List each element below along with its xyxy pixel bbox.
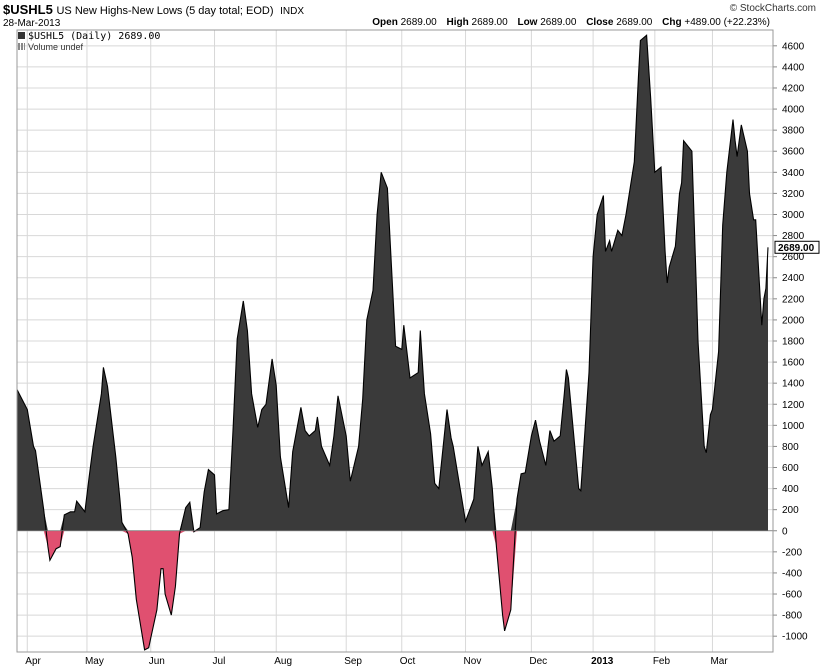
y-tick-label: 4200 — [782, 83, 805, 94]
area-swatch-icon — [18, 32, 25, 39]
ohlc-high: High 2689.00 — [446, 17, 508, 28]
series-legend: $USHL5 (Daily) 2689.00 — [18, 31, 160, 42]
y-tick-label: 2000 — [782, 315, 805, 326]
y-tick-label: -200 — [782, 547, 802, 558]
y-tick-label: 2200 — [782, 294, 805, 305]
y-tick-label: 1000 — [782, 421, 805, 432]
brand-credit: © StockCharts.com — [729, 3, 816, 14]
ohlc-close: Close 2689.00 — [586, 17, 653, 28]
ohlc-low: Low 2689.00 — [517, 17, 577, 28]
y-tick-label: 4400 — [782, 62, 805, 73]
y-tick-label: 3200 — [782, 189, 805, 200]
y-tick-label: 1800 — [782, 337, 805, 348]
series-line — [16, 34, 769, 651]
x-tick-label: Jul — [213, 656, 226, 667]
chart-title: $USHL5 US New Highs-New Lows (5 day tota… — [3, 2, 304, 17]
x-tick-label: Mar — [710, 656, 728, 667]
volume-legend: Volume undef — [18, 42, 83, 52]
y-tick-label: -600 — [782, 590, 802, 601]
y-tick-label: 200 — [782, 505, 799, 516]
y-tick-label: -1000 — [782, 632, 808, 643]
y-tick-label: 0 — [782, 526, 788, 537]
negative-area — [17, 530, 768, 650]
x-tick-label: Jun — [149, 656, 165, 667]
y-tick-label: 600 — [782, 463, 799, 474]
last-value-label: 2689.00 — [778, 243, 815, 254]
x-tick-label: May — [85, 656, 104, 667]
y-tick-label: 4000 — [782, 105, 805, 116]
positive-area — [17, 35, 768, 531]
y-tick-label: -800 — [782, 611, 802, 622]
y-tick-label: 3800 — [782, 126, 805, 137]
y-tick-label: 1600 — [782, 358, 805, 369]
y-tick-label: 2800 — [782, 231, 805, 242]
y-tick-label: 4600 — [782, 41, 805, 52]
chart-date: 28-Mar-2013 — [3, 18, 61, 29]
x-tick-label: Oct — [400, 656, 416, 667]
y-tick-label: 400 — [782, 484, 799, 495]
x-tick-label: Sep — [344, 656, 362, 667]
volume-bars-icon — [18, 43, 25, 50]
plot-border — [16, 29, 774, 653]
y-tick-label: 2600 — [782, 252, 805, 263]
y-tick-label: -400 — [782, 568, 802, 579]
x-tick-label: Dec — [529, 656, 547, 667]
y-tick-label: 1200 — [782, 400, 805, 411]
y-tick-label: 3000 — [782, 210, 805, 221]
last-value-box — [774, 240, 820, 254]
ohlc-open: Open 2689.00 — [372, 17, 437, 28]
volume-legend-label: Volume undef — [28, 42, 84, 52]
x-tick-label: Nov — [464, 656, 482, 667]
y-tick-label: 2400 — [782, 273, 805, 284]
x-tick-label: Apr — [25, 656, 41, 667]
series-legend-label: $USHL5 (Daily) 2689.00 — [28, 31, 161, 42]
x-tick-label: Feb — [653, 656, 671, 667]
x-tick-label: Aug — [274, 656, 292, 667]
symbol-description: US New Highs-New Lows (5 day total; EOD) — [56, 5, 274, 17]
x-tick-label: 2013 — [591, 656, 614, 667]
y-tick-label: 3400 — [782, 168, 805, 179]
y-tick-label: 800 — [782, 442, 799, 453]
symbol: $USHL5 — [3, 2, 53, 17]
exchange-label: INDX — [280, 6, 305, 17]
ohlc-readout: Open 2689.00 High 2689.00 Low 2689.00 Cl… — [372, 17, 770, 28]
y-tick-label: 1400 — [782, 379, 805, 390]
y-tick-label: 3600 — [782, 147, 805, 158]
ohlc-change: Chg +489.00 (+22.23%) — [662, 17, 770, 28]
